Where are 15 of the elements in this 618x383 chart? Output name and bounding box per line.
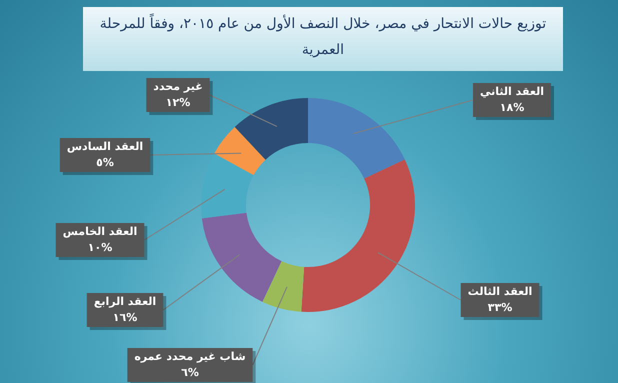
data-label: ١٨%: [500, 100, 524, 114]
data-label: ٦%: [181, 366, 199, 379]
slice-label: العقد الثاني: [480, 84, 544, 98]
slice-label: شاب غير محدد عمره: [134, 350, 246, 363]
data-label: ١٢%: [166, 96, 190, 109]
slice-label: العقد الثالث: [468, 284, 532, 298]
slice-label: العقد الرابع: [94, 294, 156, 308]
slice-label: العقد السادس: [66, 140, 144, 153]
slice-label: غير محدد: [153, 80, 203, 93]
data-label: ١٦%: [112, 310, 138, 324]
data-label: ١٠%: [88, 240, 112, 254]
chart-title: توزيع حالات الانتحار في مصر، خلال النصف الأول من عام ٢٠١٥، وفقاً للمرحلة العمرية: [83, 7, 563, 71]
slice-label: العقد الخامس: [62, 224, 138, 238]
data-label: ٥%: [96, 156, 114, 169]
data-label: ٣٣%: [488, 300, 512, 314]
